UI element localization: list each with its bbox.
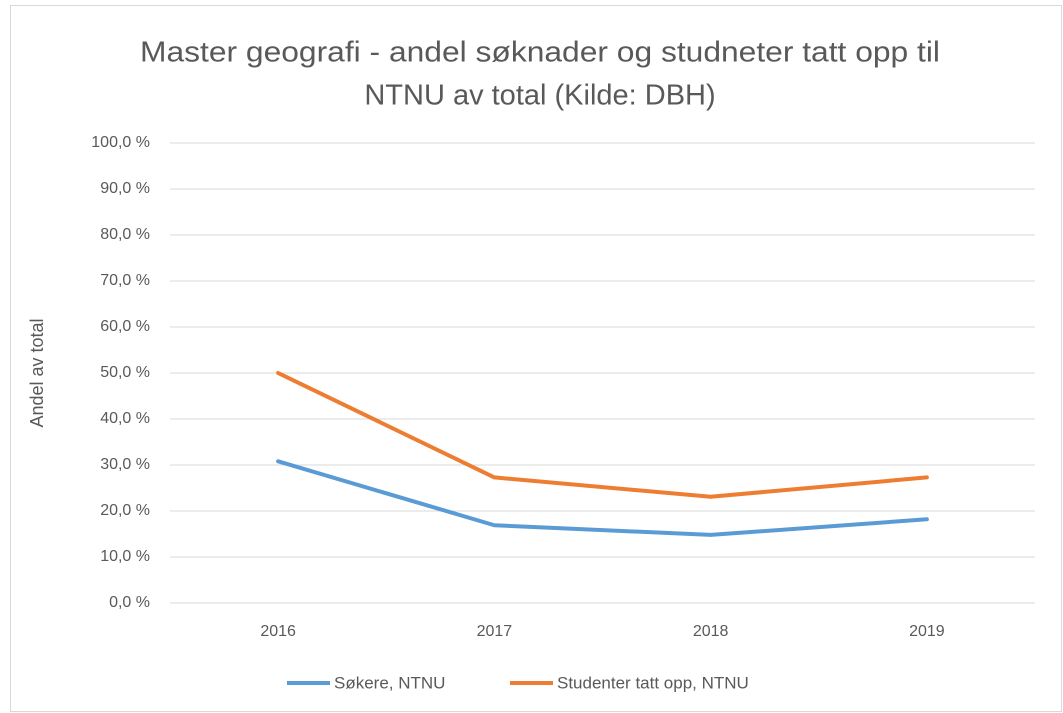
- y-tick-label: 50,0 %: [100, 364, 150, 381]
- legend-label: Søkere, NTNU: [334, 673, 445, 692]
- y-tick-label: 40,0 %: [100, 410, 150, 427]
- series-line: [276, 371, 929, 499]
- y-tick-label: 10,0 %: [100, 548, 150, 565]
- x-tick-label: 2016: [260, 623, 296, 640]
- x-tick-label: 2018: [693, 623, 729, 640]
- y-tick-label: 30,0 %: [100, 456, 150, 473]
- y-tick-label: 90,0 %: [100, 180, 150, 197]
- legend-label: Studenter tatt opp, NTNU: [557, 673, 749, 692]
- y-tick-label: 20,0 %: [100, 502, 150, 519]
- chart-title: Master geografi - andel søknader og stud…: [140, 37, 940, 69]
- y-tick-label: 0,0 %: [109, 594, 150, 611]
- y-tick-label: 100,0 %: [91, 134, 150, 151]
- chart-title: NTNU av total (Kilde: DBH): [364, 80, 715, 112]
- x-tick-label: 2017: [477, 623, 513, 640]
- y-tick-label: 70,0 %: [100, 272, 150, 289]
- y-tick-label: 80,0 %: [100, 226, 150, 243]
- series-line: [276, 459, 929, 537]
- chart-border: [10, 5, 1062, 712]
- y-tick-label: 60,0 %: [100, 318, 150, 335]
- y-axis-label: Andel av total: [27, 318, 47, 427]
- x-tick-label: 2019: [909, 623, 945, 640]
